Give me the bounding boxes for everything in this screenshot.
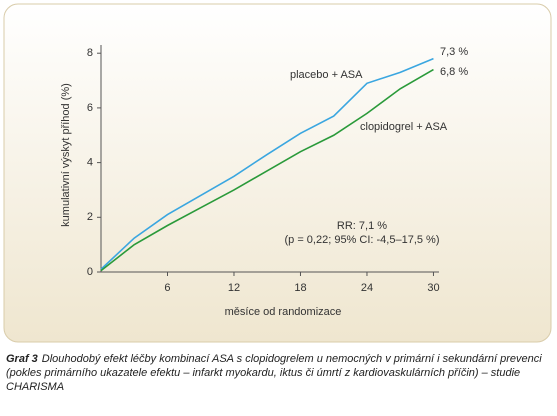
x-tick-label: 12 [228, 282, 240, 294]
x-tick-label: 24 [361, 282, 373, 294]
end-label: 6,8 % [440, 66, 468, 78]
y-tick-label: 2 [87, 211, 93, 223]
x-tick-label: 30 [427, 282, 439, 294]
y-tick-label: 0 [87, 266, 93, 278]
caption-text: Dlouhodobý efekt léčby kombinací ASA s c… [6, 353, 542, 393]
x-axis-label: měsíce od randomizace [225, 306, 342, 318]
chart: kumulativní výskyt příhod (%) měsíce od … [3, 3, 552, 343]
x-tick-label: 6 [164, 282, 170, 294]
caption-label: Graf 3 [6, 353, 38, 365]
y-tick-label: 4 [87, 157, 93, 169]
annotation: RR: 7,1 % [337, 220, 387, 232]
y-tick-label: 6 [87, 102, 93, 114]
series-label: placebo + ASA [290, 69, 363, 81]
chart-panel [3, 3, 552, 343]
y-axis-label: kumulativní výskyt příhod (%) [60, 83, 72, 227]
y-tick-label: 8 [87, 47, 93, 59]
annotation: (p = 0,22; 95% CI: -4,5–17,5 %) [284, 234, 439, 246]
x-tick-label: 18 [294, 282, 306, 294]
series-line [100, 68, 434, 272]
caption: Graf 3 Dlouhodobý efekt léčby kombinací A… [6, 352, 551, 394]
series-line [100, 57, 434, 270]
series-label: clopidogrel + ASA [360, 121, 448, 133]
end-label: 7,3 % [440, 46, 468, 58]
